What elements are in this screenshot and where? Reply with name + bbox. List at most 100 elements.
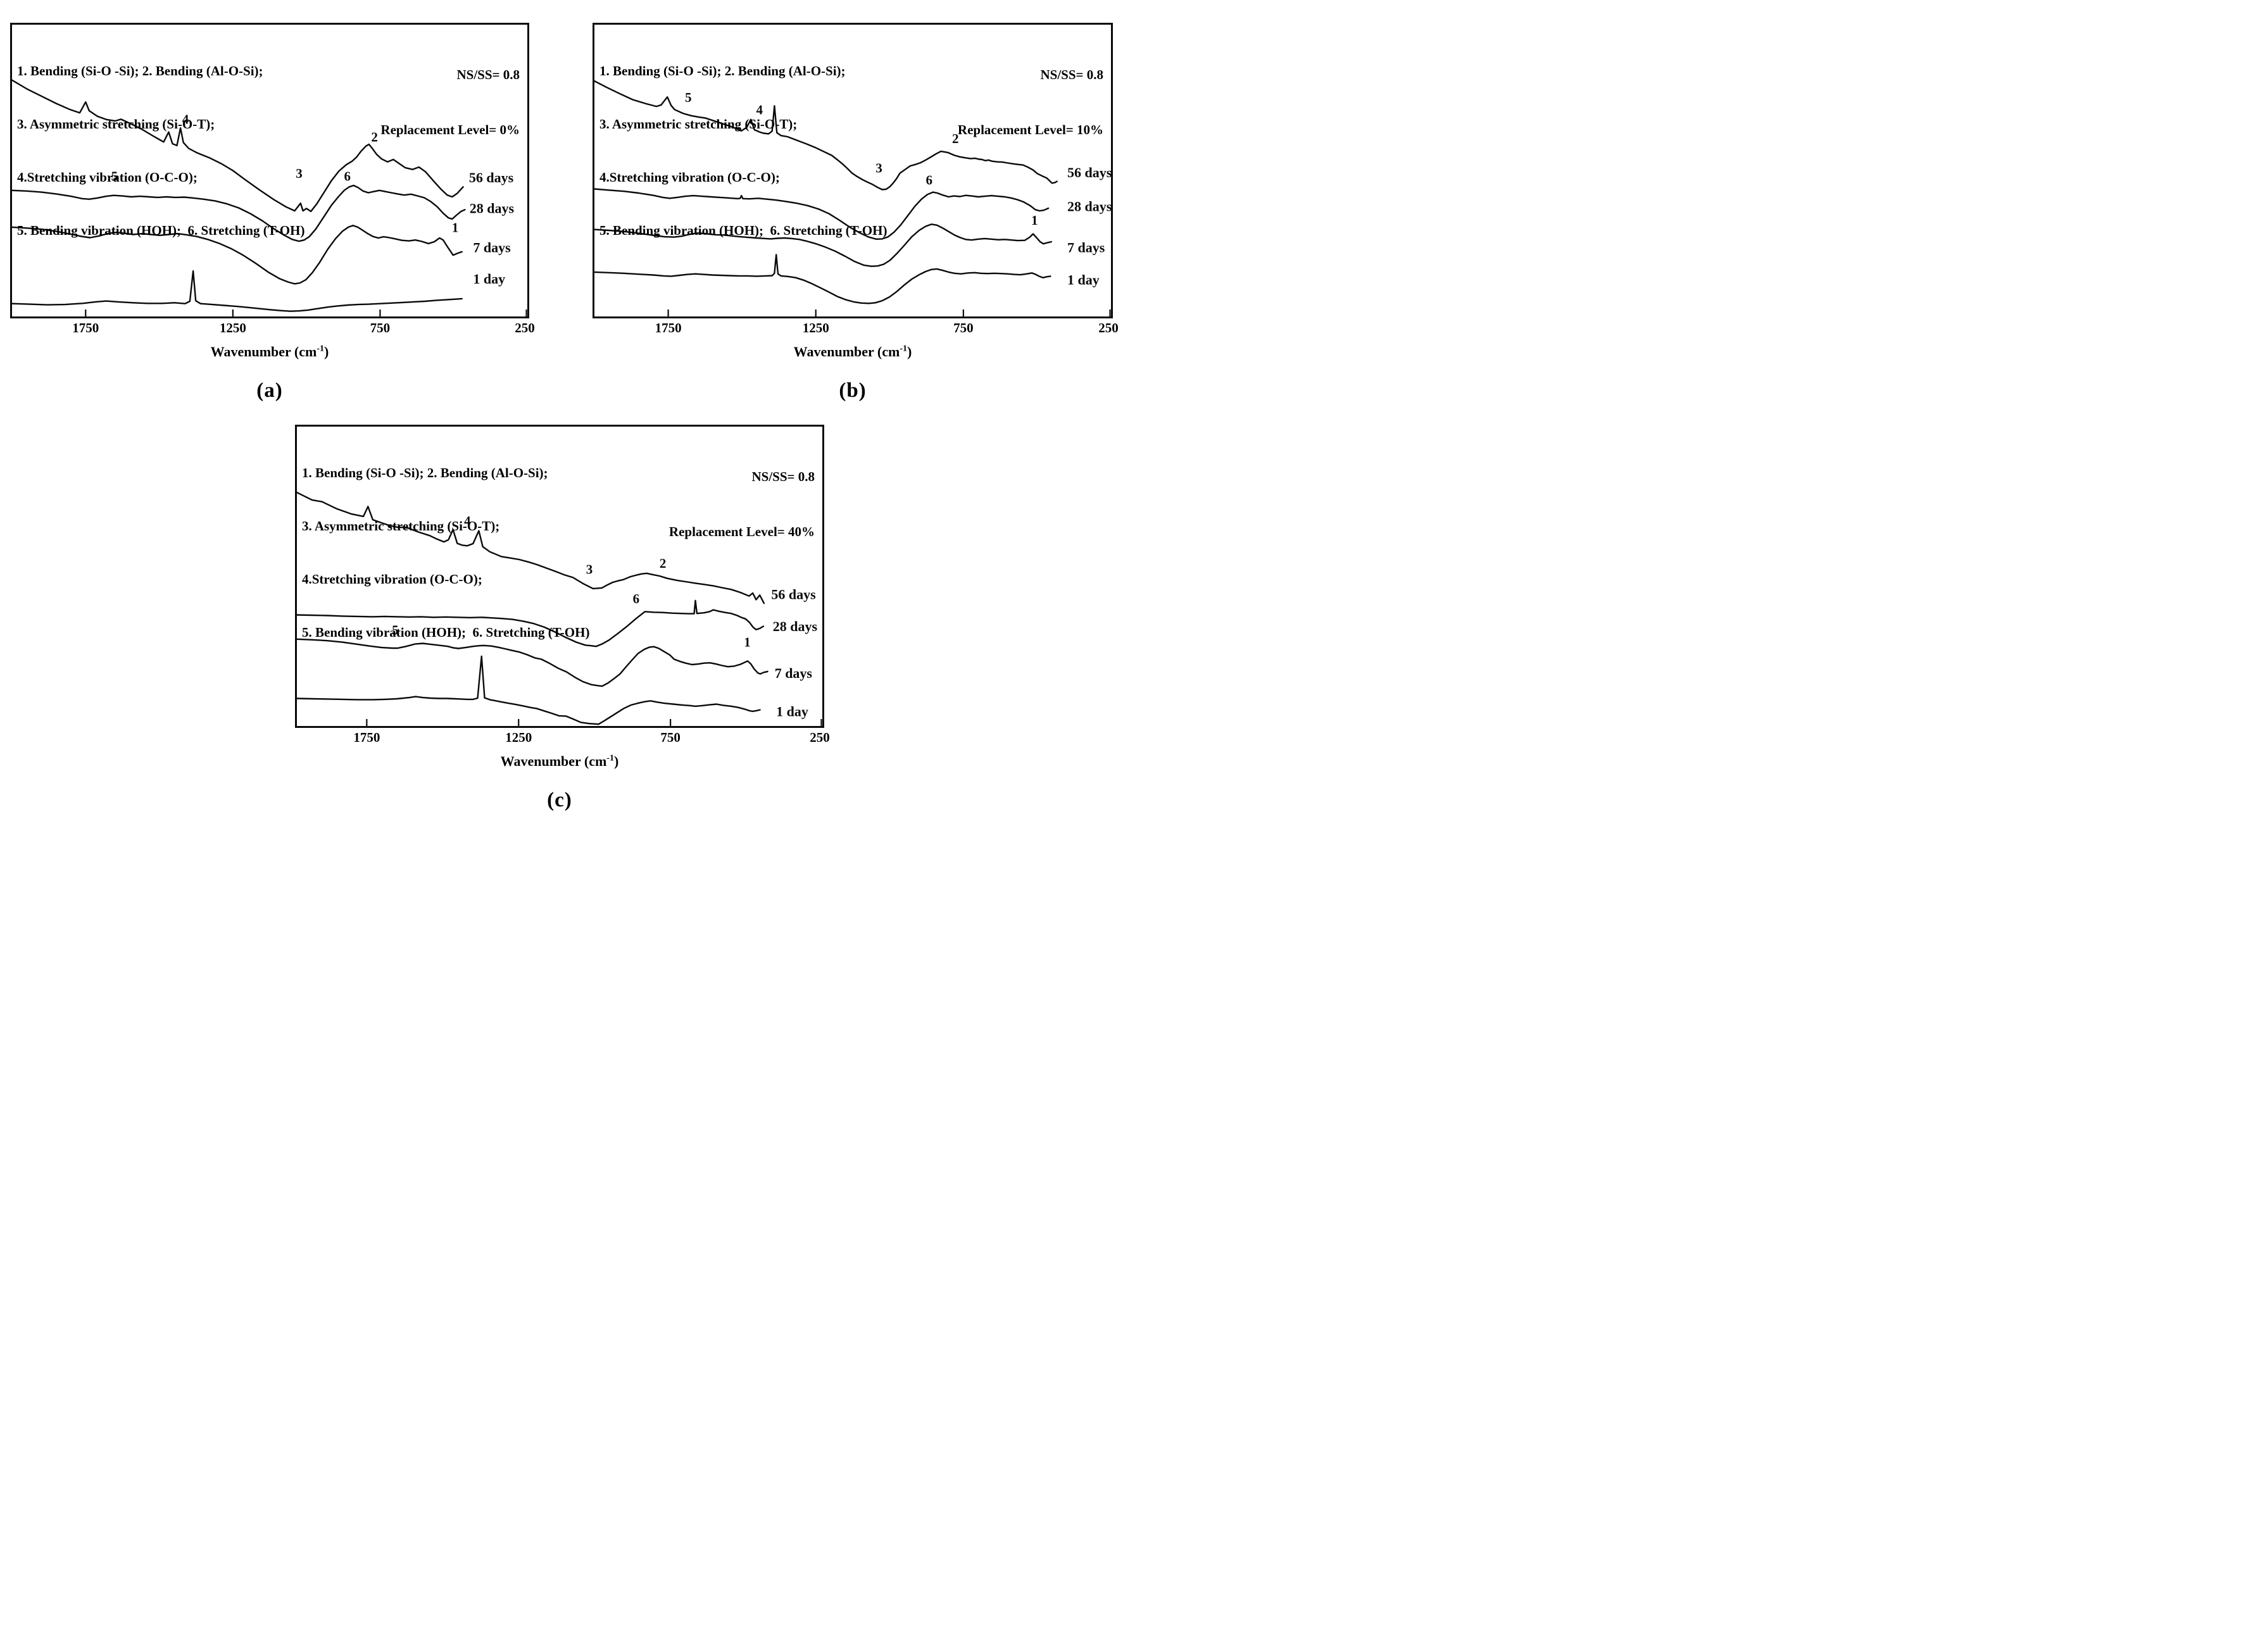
spectrum-curve-7-days — [12, 225, 463, 285]
spectra-plot-c: 4 3 2 6 5 1 56 days 28 days 7 days 1 day 1. Bendi… — [295, 425, 830, 745]
legend-line: 4.Stretching vibration (O-C-O); — [302, 572, 482, 587]
x-axis-title-exponent: -1 — [900, 344, 907, 354]
spectra-canvas-b: 5 4 3 2 6 1 56 days 28 days 7 days 1 day — [594, 80, 1111, 316]
curve-age-label: 56 days — [1067, 165, 1111, 180]
peak-number-label: 2 — [952, 131, 959, 146]
panel-caption-a: (a) — [256, 379, 283, 402]
peak-number-label: 3 — [586, 562, 593, 577]
legend-line: 5. Bending vibration (HOH); 6. Stretchin… — [599, 223, 888, 238]
x-tick-label: 750 — [953, 320, 974, 335]
spectrum-curve-1-day — [12, 270, 463, 312]
legend-line: 3. Asymmetric stretching (Si-O-T); — [17, 116, 215, 132]
spectrum-curve-7-days — [594, 223, 1052, 267]
peak-number-label: 6 — [344, 169, 351, 184]
spectra-plot-b: 5 4 3 2 6 1 56 days 28 days 7 days 1 day 1. Bendi… — [593, 23, 1119, 335]
x-tick-label: 1750 — [72, 320, 99, 335]
x-axis-title-close: ) — [323, 344, 329, 360]
panel-c: 4 3 2 6 5 1 56 days 28 days 7 days 1 day 1. Bendi… — [295, 425, 830, 812]
x-tick-label: 250 — [515, 320, 535, 335]
peak-number-label: 3 — [875, 161, 882, 176]
x-axis-title-exponent: -1 — [317, 344, 324, 354]
legend-line: 4.Stretching vibration (O-C-O); — [17, 170, 198, 185]
curve-age-label: 7 days — [1067, 240, 1105, 256]
x-tick-labels: 1750 1250 750 250 — [297, 726, 829, 746]
panel-caption-b: (b) — [839, 379, 867, 402]
panel-b: 5 4 3 2 6 1 56 days 28 days 7 days 1 day 1. Bendi… — [593, 23, 1119, 403]
spectra-canvas-a: 5 4 3 6 2 1 56 days 28 days 7 days 1 day — [12, 79, 527, 316]
spectrum-curve-1-day — [297, 655, 761, 725]
panel-caption-c: (c) — [547, 789, 572, 811]
peak-number-label: 4 — [182, 112, 189, 127]
legend-line: 5. Bending vibration (HOH); 6. Stretchin… — [302, 625, 590, 640]
peak-number-label: 5 — [392, 623, 399, 638]
legend-line: 3. Asymmetric stretching (Si-O-T); — [302, 518, 500, 534]
spectrum-curve-1-day — [594, 254, 1051, 304]
curve-age-label: 56 days — [469, 170, 514, 185]
spectrum-curve-28-days — [12, 184, 466, 242]
peak-number-label: 5 — [685, 90, 692, 105]
x-axis-title: Wavenumber (cm-1) — [593, 344, 1113, 360]
panel-a: 5 4 3 6 2 1 56 days 28 days 7 days 1 day 1. Bendi… — [10, 23, 535, 403]
sample-info: NS/SS= 0.8 Replacement Level= 10% — [958, 29, 1103, 176]
ns-ss-ratio: NS/SS= 0.8 — [456, 67, 520, 82]
peak-number-label: 1 — [452, 220, 459, 235]
legend-line: 3. Asymmetric stretching (Si-O-T); — [599, 116, 798, 132]
band-assignment-legend: 1. Bending (Si-O -Si); 2. Bending (Al-O-… — [599, 27, 887, 275]
ftir-figure: 5 4 3 6 2 1 56 days 28 days 7 days 1 day 1. Bendi… — [0, 0, 1132, 826]
spectra-plot-a: 5 4 3 6 2 1 56 days 28 days 7 days 1 day 1. Bendi… — [10, 23, 535, 335]
replacement-level: Replacement Level= 40% — [668, 524, 815, 539]
peak-number-label: 6 — [926, 173, 933, 188]
x-axis-title-text: Wavenumber (cm — [793, 344, 900, 360]
x-tick-label: 1250 — [505, 730, 532, 745]
peak-number-label: 1 — [744, 635, 751, 650]
x-tick-label: 1250 — [802, 320, 829, 335]
x-axis-title-close: ) — [613, 753, 619, 769]
legend-line: 1. Bending (Si-O -Si); 2. Bending (Al-O-… — [302, 465, 548, 480]
curve-age-label: 7 days — [775, 665, 813, 681]
legend-line: 1. Bending (Si-O -Si); 2. Bending (Al-O-… — [599, 63, 846, 78]
sample-info: NS/SS= 0.8 Replacement Level= 40% — [669, 431, 815, 578]
peak-number-label: 5 — [111, 169, 118, 184]
ns-ss-ratio: NS/SS= 0.8 — [751, 469, 815, 484]
peak-number-label: 4 — [756, 103, 763, 118]
curve-age-label: 1 day — [776, 703, 808, 719]
legend-line: 1. Bending (Si-O -Si); 2. Bending (Al-O-… — [17, 63, 263, 78]
curve-age-label: 1 day — [1067, 272, 1100, 287]
replacement-level: Replacement Level= 10% — [957, 122, 1103, 137]
x-tick-label: 1750 — [353, 730, 380, 745]
spectrum-curve-28-days — [297, 599, 765, 648]
legend-line: 4.Stretching vibration (O-C-O); — [599, 170, 780, 185]
curve-age-label: 7 days — [473, 240, 511, 256]
band-assignment-legend: 1. Bending (Si-O -Si); 2. Bending (Al-O-… — [302, 429, 589, 677]
x-tick-labels: 1750 1250 750 250 — [12, 316, 534, 337]
x-axis-title-close: ) — [907, 344, 912, 360]
spectrum-curve-7-days — [297, 638, 769, 687]
peak-number-label: 2 — [660, 556, 667, 571]
replacement-level: Replacement Level= 0% — [380, 122, 520, 137]
peak-number-label: 1 — [1031, 213, 1038, 228]
x-axis-title: Wavenumber (cm-1) — [10, 344, 529, 360]
x-axis-title-text: Wavenumber (cm — [210, 344, 317, 360]
curve-age-label: 1 day — [473, 271, 505, 287]
x-axis-title: Wavenumber (cm-1) — [295, 753, 824, 770]
ns-ss-ratio: NS/SS= 0.8 — [1040, 67, 1103, 82]
peak-number-label: 4 — [464, 513, 471, 529]
x-tick-label: 750 — [660, 730, 681, 745]
curve-age-label: 56 days — [771, 586, 816, 602]
x-tick-labels: 1750 1250 750 250 — [594, 316, 1119, 337]
peak-number-label: 2 — [371, 129, 378, 144]
spectrum-curve-28-days — [594, 188, 1050, 240]
peak-number-label: 3 — [296, 166, 303, 181]
spectra-canvas-c: 4 3 2 6 5 1 56 days 28 days 7 days 1 day — [297, 491, 822, 726]
peak-number-label: 6 — [633, 591, 640, 606]
x-axis-title-text: Wavenumber (cm — [500, 753, 607, 769]
band-assignment-legend: 1. Bending (Si-O -Si); 2. Bending (Al-O-… — [17, 27, 304, 275]
sample-info: NS/SS= 0.8 Replacement Level= 0% — [380, 29, 520, 176]
x-tick-label: 250 — [810, 730, 830, 745]
legend-line: 5. Bending vibration (HOH); 6. Stretchin… — [17, 223, 305, 238]
curve-age-label: 28 days — [470, 200, 515, 216]
curve-age-label: 28 days — [773, 618, 818, 634]
x-tick-label: 750 — [370, 320, 391, 335]
x-tick-label: 1250 — [219, 320, 246, 335]
spectrum-curve-56-days — [594, 80, 1058, 191]
